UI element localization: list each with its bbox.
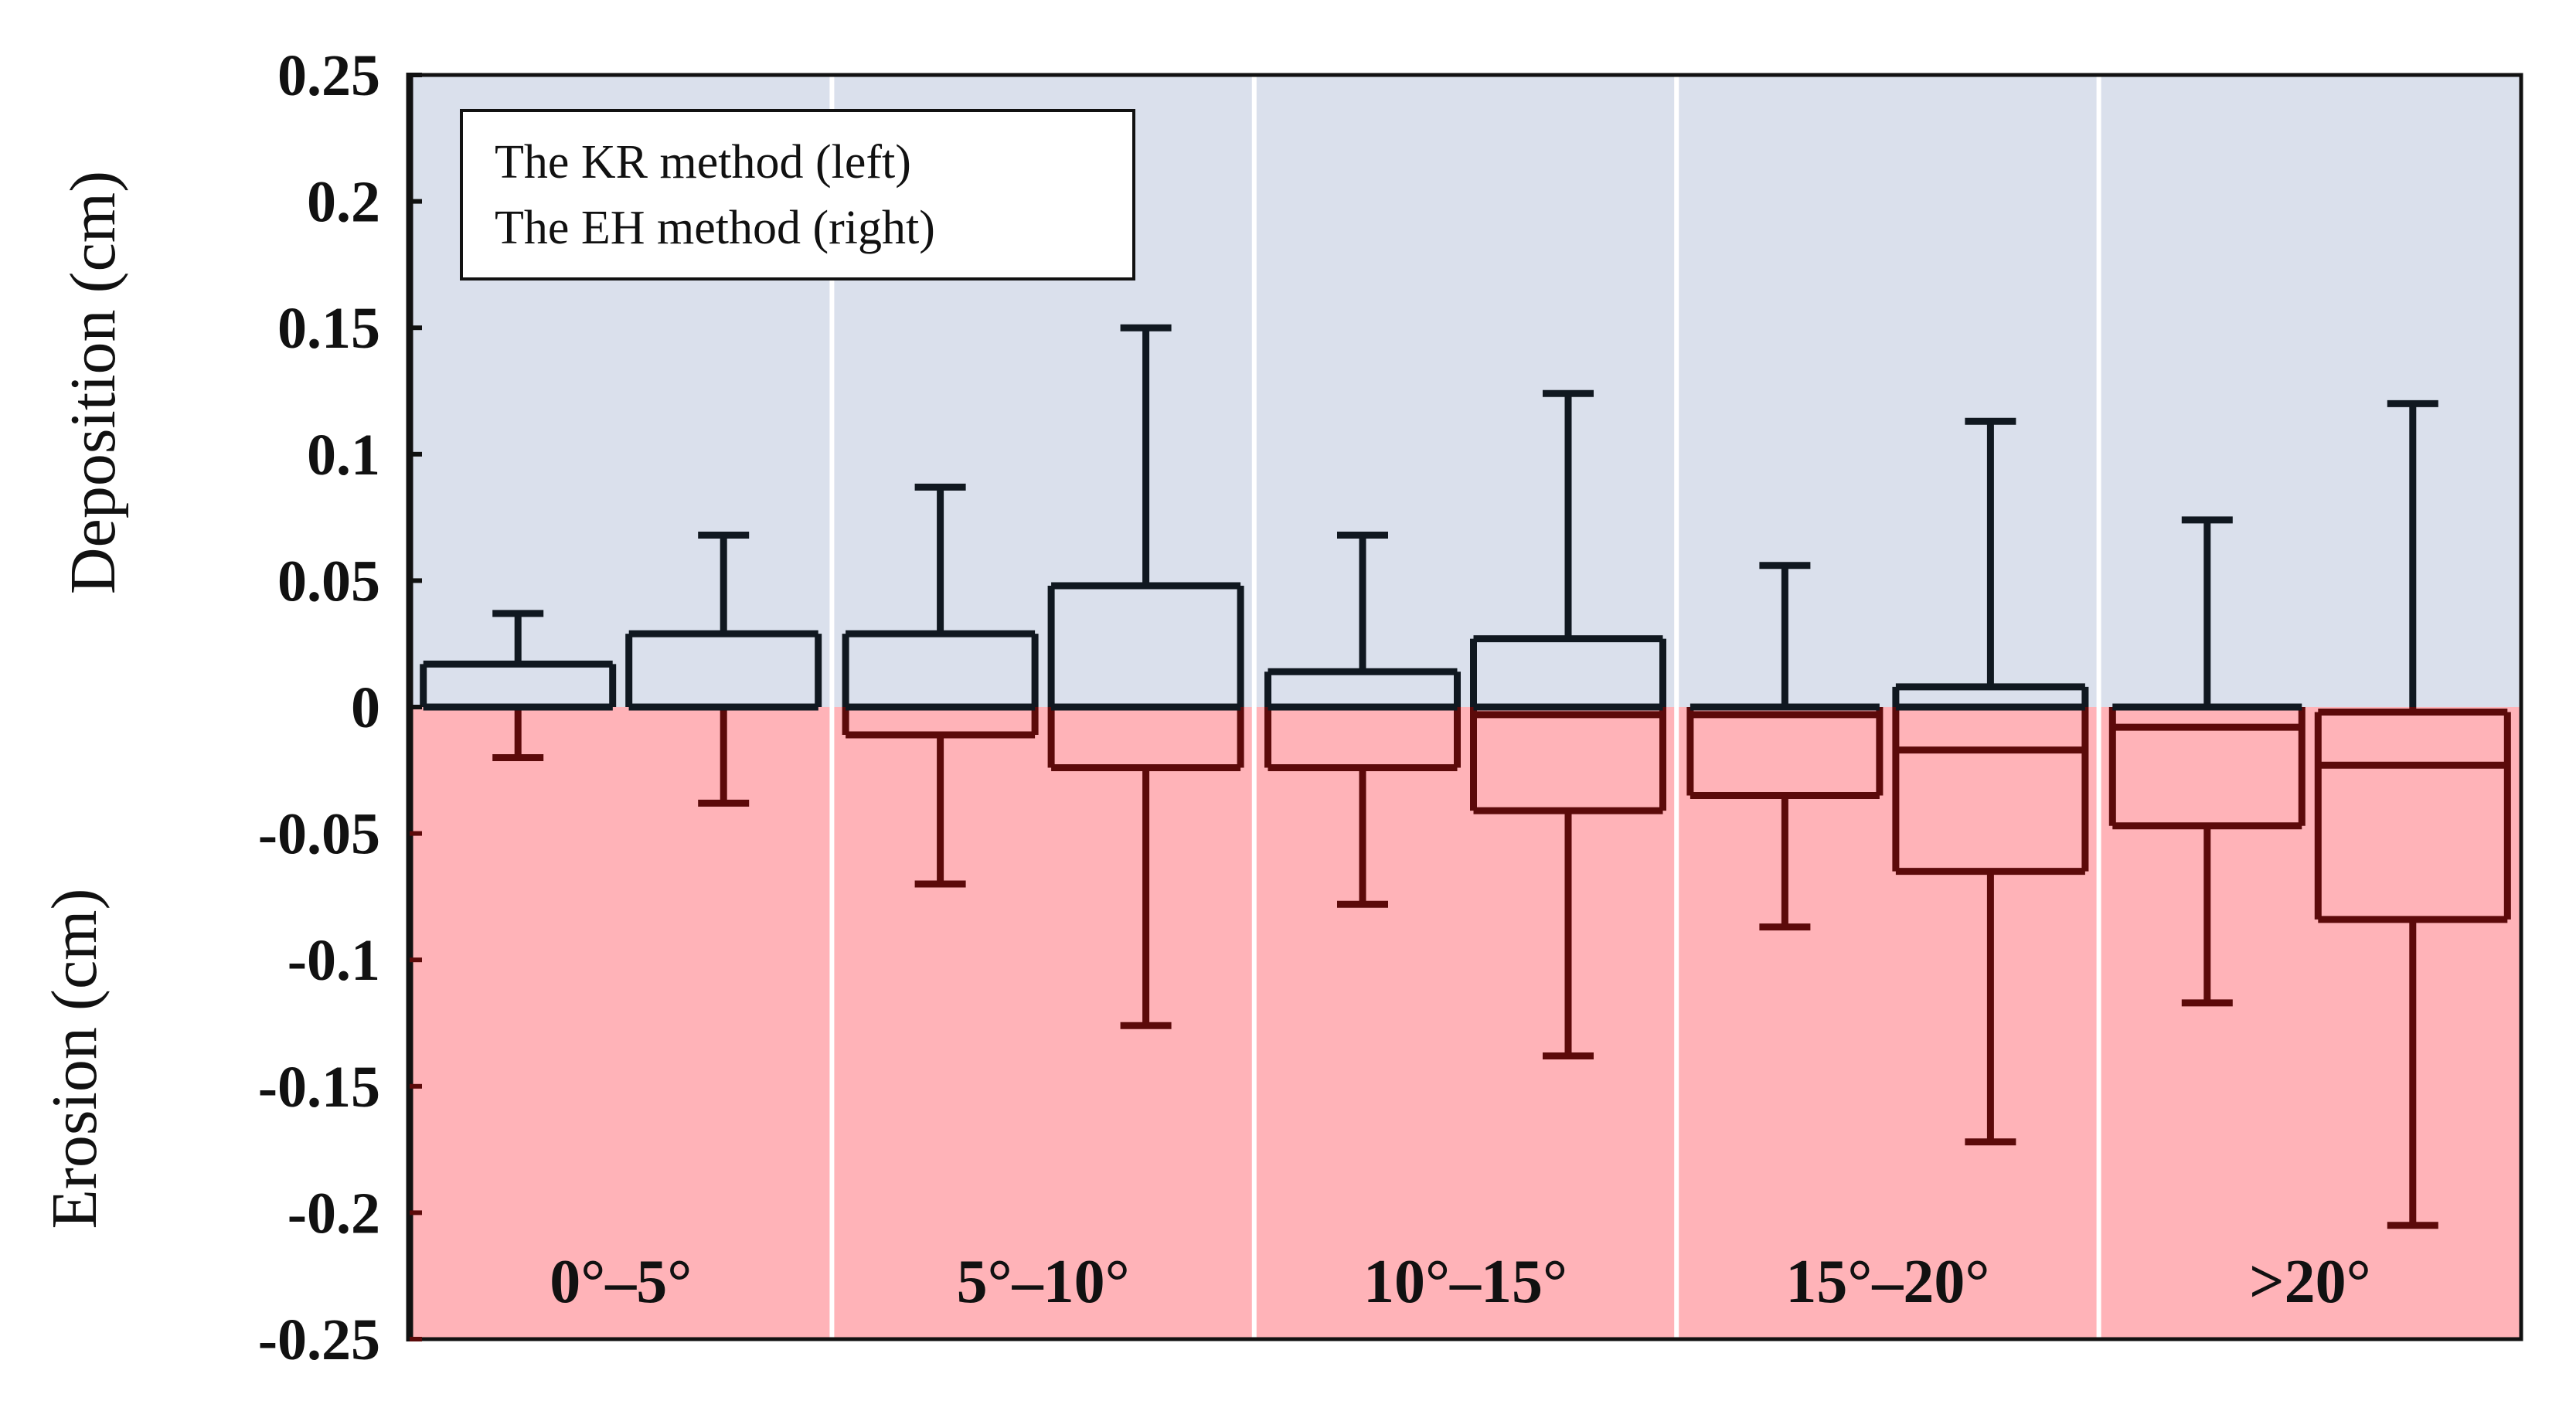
box-kr-0 xyxy=(420,610,617,761)
box-kr-4 xyxy=(2108,516,2305,1007)
category-label: 10°–15° xyxy=(1363,1248,1567,1316)
erosion-region xyxy=(410,707,2521,1339)
legend: The KR method (left) The EH method (righ… xyxy=(460,109,1135,280)
y-tick-label: -0.25 xyxy=(258,1307,380,1372)
box-kr-1 xyxy=(842,483,1039,888)
category-label: >20° xyxy=(2249,1248,2371,1316)
background-regions xyxy=(410,75,2521,1339)
legend-box xyxy=(460,109,1135,280)
y-tick-label: 0.2 xyxy=(307,170,380,235)
y-tick-label: -0.2 xyxy=(288,1181,380,1246)
y-tick-label: 0.1 xyxy=(307,423,380,488)
category-label: 15°–20° xyxy=(1785,1248,1989,1316)
category-separators xyxy=(829,75,2101,1339)
legend-entry-eh: The EH method (right) xyxy=(495,202,935,254)
box-eh-2 xyxy=(1470,389,1666,1060)
y-tick-label: -0.1 xyxy=(288,928,380,993)
y-tick-label: -0.05 xyxy=(258,802,380,867)
y-tick-label: 0.25 xyxy=(277,43,380,108)
category-label: 0°–5° xyxy=(550,1248,692,1316)
box-eh-4 xyxy=(2314,400,2511,1229)
category-label: 5°–10° xyxy=(957,1248,1130,1316)
box-kr-2 xyxy=(1264,532,1461,908)
box-eh-1 xyxy=(1047,324,1244,1029)
y-axis-ticks: 0.25 0.2 0.15 0.1 0.05 0 -0.05 -0.1 -0.15 -0.2 -0.… xyxy=(258,43,422,1372)
legend-entry-kr: The KR method (left) xyxy=(495,136,911,189)
y-tick-label: -0.15 xyxy=(258,1055,380,1120)
y-axis-label-deposition: Deposition (cm) xyxy=(57,171,129,594)
y-tick-label: 0.15 xyxy=(277,296,380,361)
y-tick-label: 0.05 xyxy=(277,549,380,614)
y-axis-label-erosion: Erosion (cm) xyxy=(39,889,111,1229)
box-elements xyxy=(420,324,2511,1229)
y-tick-label: 0 xyxy=(351,675,380,740)
box-kr-3 xyxy=(1686,562,1884,931)
box-eh-0 xyxy=(625,532,822,807)
box-eh-3 xyxy=(1892,417,2089,1146)
category-labels: 0°–5° 5°–10° 10°–15° 15°–20° >20° xyxy=(550,1248,2370,1316)
